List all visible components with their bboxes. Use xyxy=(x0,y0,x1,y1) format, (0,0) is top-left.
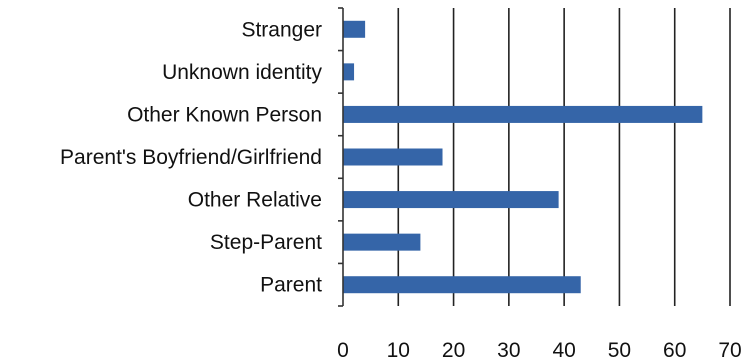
category-label: Unknown identity xyxy=(162,61,322,84)
bar-step-parent xyxy=(343,233,421,251)
bar-other-relative xyxy=(343,191,559,209)
bar-parent-s-boyfriend-girlfriend xyxy=(343,148,443,166)
category-label: Other Known Person xyxy=(127,103,322,126)
x-tick-label: 0 xyxy=(337,339,349,362)
bar-parent xyxy=(343,276,581,294)
category-labels: Stranger Unknown identity Other Known Pers… xyxy=(60,18,322,296)
x-axis-tick-labels: 0 10 20 30 40 50 60 70 xyxy=(337,339,742,362)
category-label: Stranger xyxy=(241,18,322,41)
x-tick-label: 70 xyxy=(718,339,741,362)
category-label: Parent xyxy=(260,274,322,297)
x-tick-label: 60 xyxy=(663,339,686,362)
bar-other-known-person xyxy=(343,105,703,123)
x-tick-label: 40 xyxy=(552,339,575,362)
x-tick-label: 30 xyxy=(497,339,520,362)
bars xyxy=(343,20,703,294)
bar-unknown-identity xyxy=(343,63,355,81)
x-tick-label: 50 xyxy=(608,339,631,362)
bar-stranger xyxy=(343,20,366,38)
category-label: Other Relative xyxy=(188,189,322,212)
category-axis xyxy=(338,7,344,307)
category-label: Step-Parent xyxy=(210,231,322,254)
x-tick-label: 20 xyxy=(442,339,465,362)
x-tick-label: 10 xyxy=(387,339,410,362)
category-label: Parent's Boyfriend/Girlfriend xyxy=(60,146,322,169)
grid-lines xyxy=(397,8,731,306)
